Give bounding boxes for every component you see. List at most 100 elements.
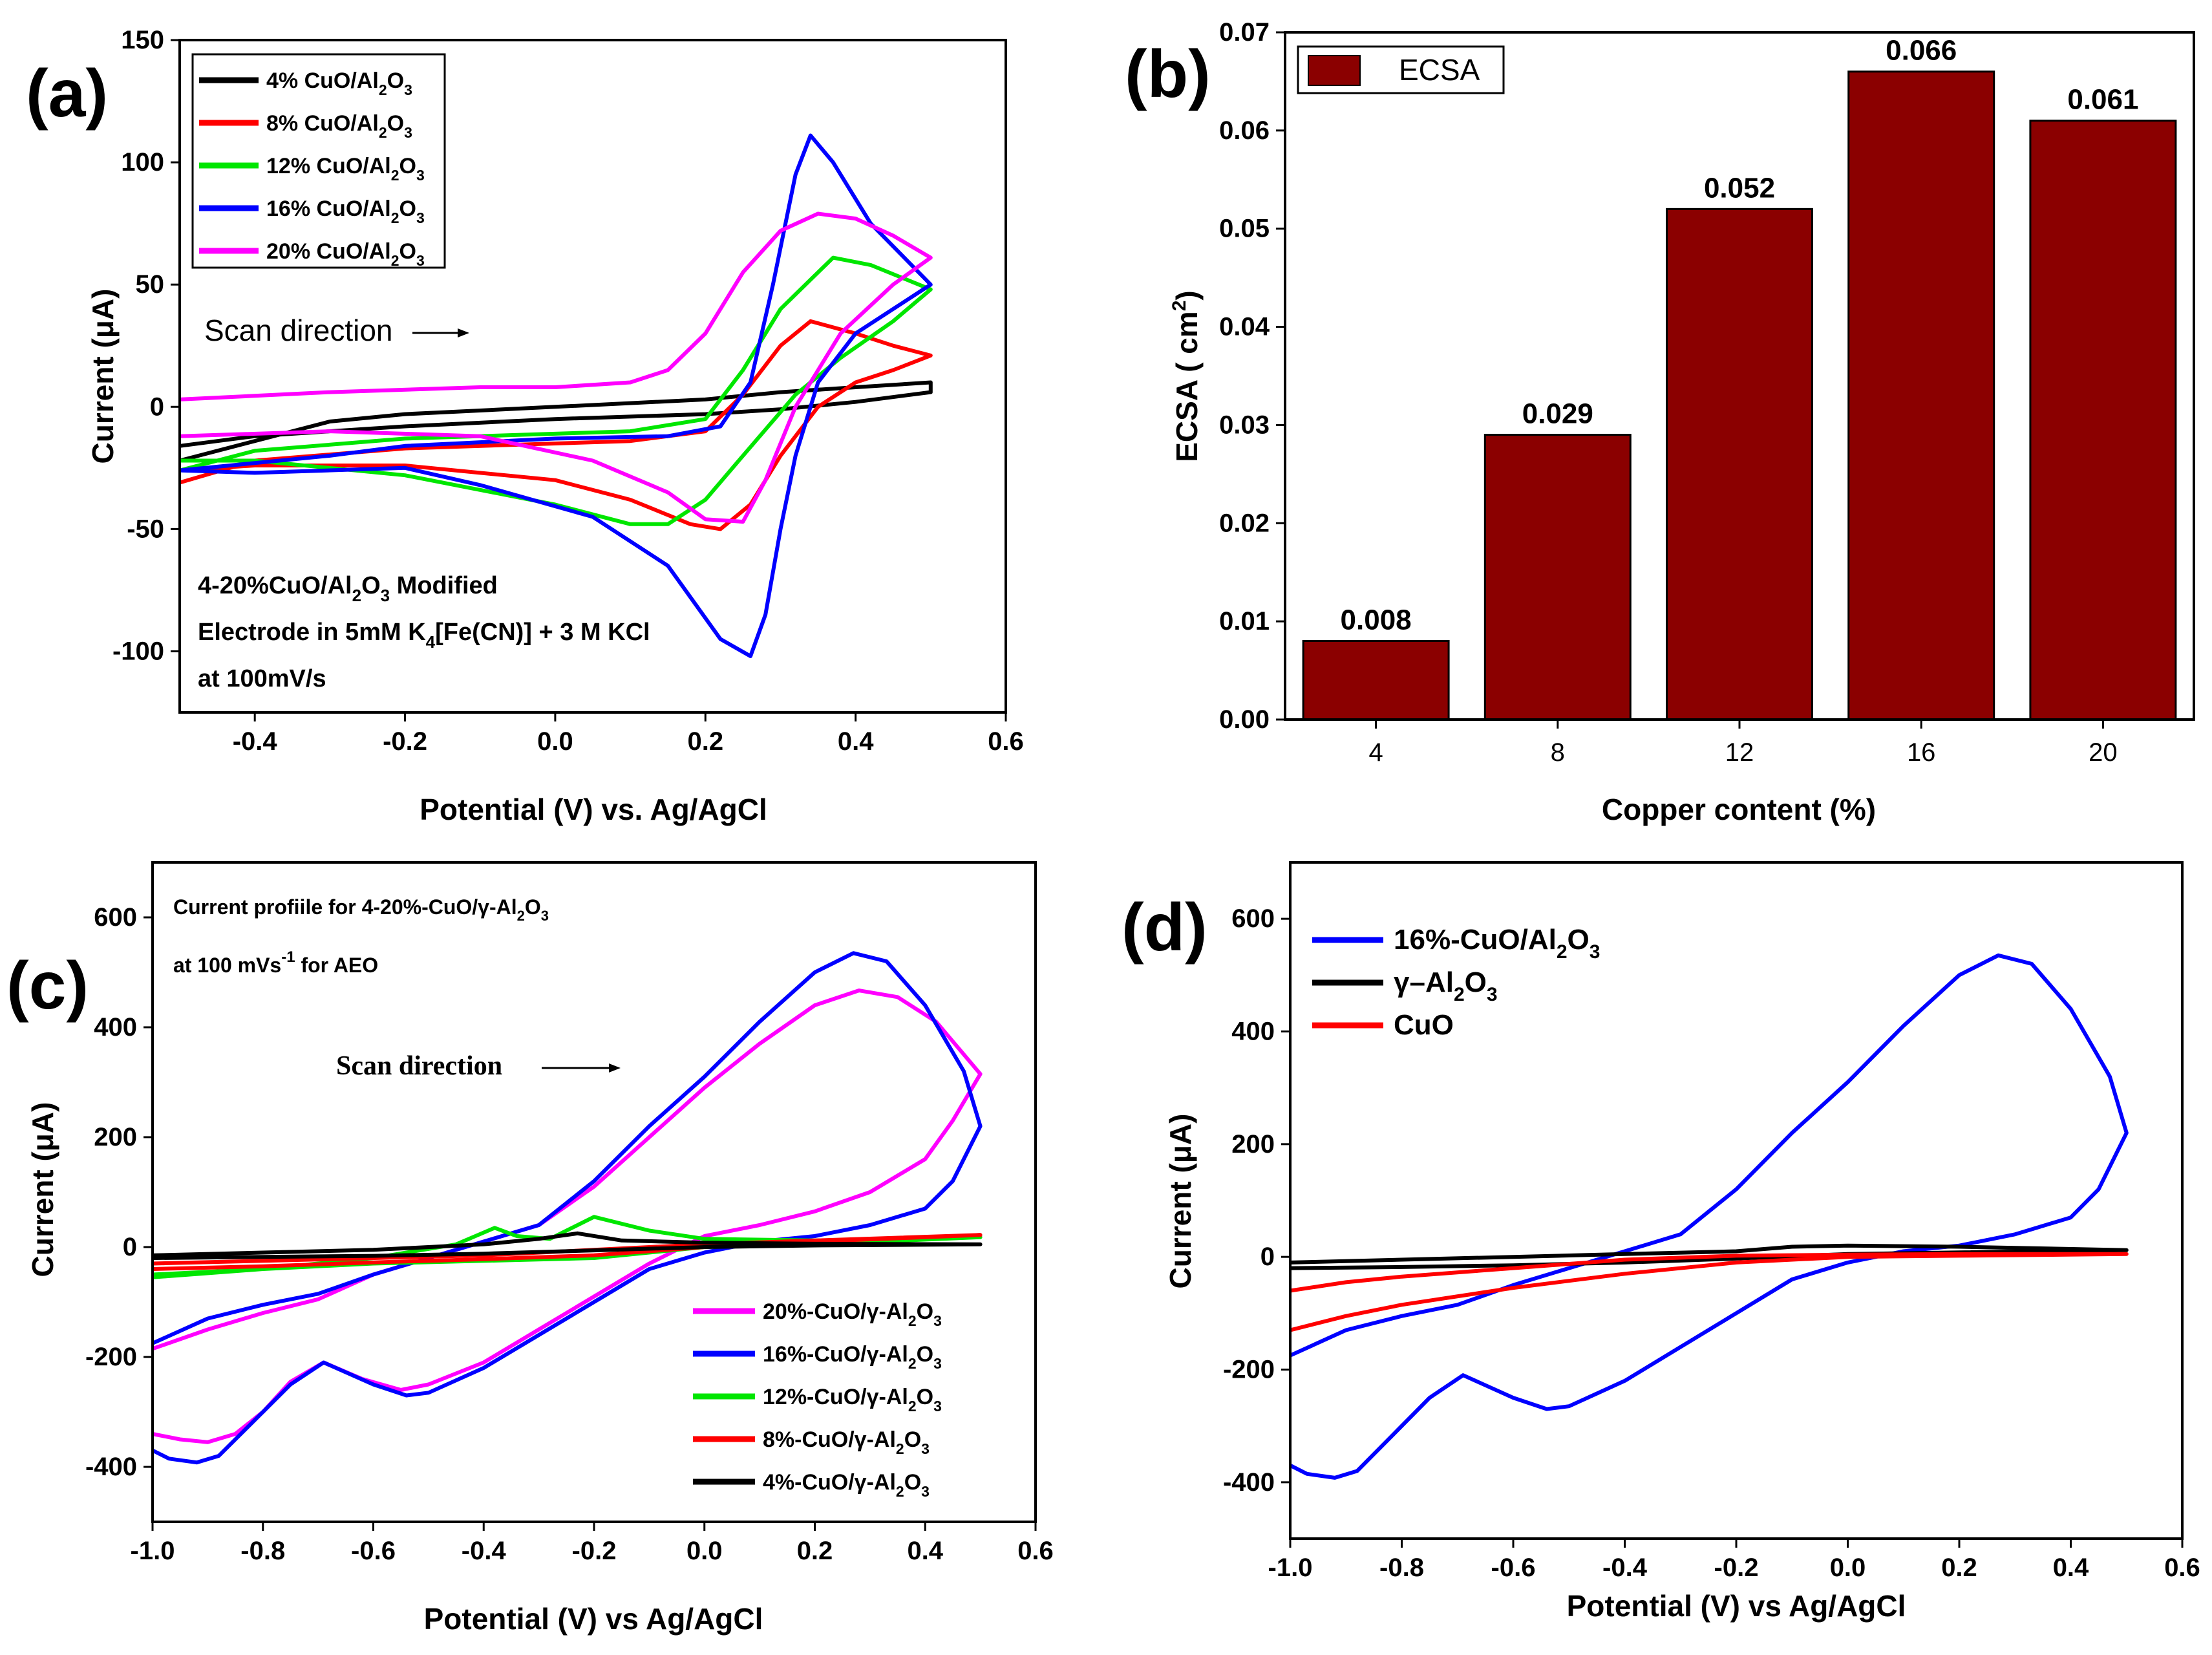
panel-a-x-tick-label: -0.4: [233, 727, 278, 756]
panel-c-series-layer: [151, 951, 983, 1465]
panel-a-legend-label-3: 16% CuO/Al2O3: [266, 197, 425, 226]
panel-a-legend-label-0: 4% CuO/Al2O3: [266, 69, 412, 98]
panel-a-y-tick-label: 50: [136, 270, 165, 299]
panel-c-x-tick-label: 0.4: [907, 1537, 943, 1565]
panel-a-plot-frame: [178, 39, 1007, 714]
panel-c-x-tick-label: 0.0: [686, 1537, 723, 1565]
panel-c-y-tick-label: -200: [85, 1343, 137, 1371]
panel-c-scan-arrow-head: [609, 1063, 621, 1073]
panel-a-legend-label-1: 8% CuO/Al2O3: [266, 111, 412, 141]
panel-a-annotation-line2: Electrode in 5mM K4[Fe(CN)] + 3 M KCl: [198, 619, 650, 652]
panel-b-y-tick-label: 0.07: [1219, 18, 1270, 47]
panel-label-a: (a): [26, 56, 108, 131]
panel-b-y-tick-label: 0.00: [1219, 705, 1270, 734]
panel-a-x-tick-label: -0.2: [383, 727, 427, 756]
panel-c-y-tick-label: 600: [94, 903, 137, 932]
panel-c-scan-direction-label: Scan direction: [336, 1051, 502, 1081]
panel-d-x-tick-label: -0.2: [1714, 1554, 1759, 1582]
panel-a-series-line-2: [179, 255, 933, 526]
panel-b-x-tick-label: 16: [1907, 738, 1936, 767]
panel-d-y-tick-label: 600: [1231, 904, 1275, 933]
panel-c-series-line-3: [152, 1233, 983, 1271]
panel-a-legend: 4% CuO/Al2O3 8% CuO/Al2O3 12% CuO/Al2O3 16%…: [199, 69, 425, 269]
panel-b-y-tick-label: 0.02: [1219, 509, 1270, 537]
panel-label-b: (b): [1125, 37, 1211, 112]
panel-d-y-tick-label: -200: [1223, 1356, 1275, 1384]
panel-d-x-tick-label: -0.8: [1379, 1554, 1424, 1582]
panel-b-x-tick-label: 8: [1551, 738, 1565, 767]
panel-c-x-tick-label: -1.0: [131, 1537, 175, 1565]
panel-a-x-tick-label: 0.6: [988, 727, 1024, 756]
panel-d-series-line-2: [1290, 1252, 2129, 1332]
panel-a-y-tick-label: 100: [121, 148, 164, 176]
panel-d-y-tick-label: 0: [1260, 1243, 1275, 1271]
panel-b-data-label-16: 0.066: [1886, 35, 1957, 67]
panel-a-annotation-line3: at 100mV/s: [198, 665, 326, 692]
panel-c-legend-label-0: 20%-CuO/γ-Al2O3: [763, 1299, 942, 1329]
panel-d-series-line-0: [1289, 953, 2129, 1480]
panel-d-legend-label-0: 16%-CuO/Al2O3: [1394, 924, 1600, 963]
panel-a-series-line-3: [179, 133, 933, 658]
panel-b-bar-4: [1302, 640, 1450, 721]
panel-a-series-line-0: [179, 380, 933, 463]
panel-d-x-tick-label: 0.4: [2053, 1554, 2089, 1582]
panel-b-bars-layer: 0.008 0.029 0.052 0.066 0.061: [1302, 35, 2177, 721]
panel-d-series-layer: [1289, 953, 2129, 1480]
panel-c-subtitle: at 100 mVs-1 for AEO: [173, 948, 378, 977]
panel-c-x-tick-label: -0.8: [240, 1537, 285, 1565]
panel-a-legend-box: [191, 53, 446, 269]
panel-a-y-tick-label: -50: [127, 515, 164, 543]
panel-d-legend-label-2: CuO: [1394, 1009, 1454, 1041]
panel-b-data-label-12: 0.052: [1704, 172, 1775, 204]
panel-a-legend-label-2: 12% CuO/Al2O3: [266, 154, 425, 184]
panel-c-legend-label-4: 4%-CuO/γ-Al2O3: [763, 1470, 930, 1500]
panel-d-x-tick-label: -1.0: [1268, 1554, 1313, 1582]
panel-c-series-line-4: [152, 1231, 983, 1260]
panel-c-title: Current profiile for 4-20%-CuO/γ-Al2O3: [173, 895, 549, 924]
panel-a-x-tick-label: 0.2: [687, 727, 723, 756]
panel-d-x-tick-label: 0.0: [1830, 1554, 1866, 1582]
panel-c-legend: 20%-CuO/γ-Al2O3 16%-CuO/γ-Al2O3 12%-CuO/γ-…: [693, 1299, 942, 1500]
panel-d-x-tick-label: 0.6: [2164, 1554, 2200, 1582]
panel-b-data-label-20: 0.061: [2067, 84, 2138, 116]
panel-c-x-tick-label: -0.2: [572, 1537, 617, 1565]
panel-b-ecsa-bar-chart: 0.008 0.029 0.052 0.066 0.061 4 8 12 16 20 0.00 0.…: [1169, 18, 2195, 826]
panel-b-bar-20: [2029, 120, 2177, 721]
panel-d-x-tick-label: -0.4: [1602, 1554, 1648, 1582]
panel-c-x-tick-label: 0.6: [1017, 1537, 1054, 1565]
panel-b-y-tick-label: 0.06: [1219, 116, 1270, 145]
panel-a-axis-ticks: -0.4 -0.2 0.0 0.2 0.4 0.6 -100 -50 0 50 100 150: [112, 26, 1024, 756]
panel-b-y-axis-label: ECSA ( cm2): [1169, 290, 1204, 462]
panel-a-y-tick-label: -100: [112, 637, 164, 665]
panel-d-y-tick-label: -400: [1223, 1468, 1275, 1497]
panel-a-annotation-line1: 4-20%CuO/Al2O3 Modified: [198, 572, 498, 605]
panel-a-y-axis-label: Current (μA): [86, 289, 120, 464]
panel-b-y-tick-label: 0.03: [1219, 411, 1270, 439]
panel-b-legend-label: ECSA: [1399, 53, 1480, 87]
panel-c-legend-label-1: 16%-CuO/γ-Al2O3: [763, 1342, 942, 1372]
panel-label-c: (c): [6, 948, 89, 1023]
panel-d-y-axis-label: Current (μA): [1164, 1114, 1197, 1289]
panel-a-legend-label-4: 20% CuO/Al2O3: [266, 239, 425, 269]
panel-a-scan-arrow-head: [458, 328, 469, 337]
panel-b-data-label-4: 0.008: [1341, 604, 1412, 636]
panel-b-data-label-8: 0.029: [1522, 398, 1593, 430]
panel-d-x-tick-label: 0.2: [1941, 1554, 1977, 1582]
panel-c-y-tick-label: 0: [123, 1233, 137, 1261]
panel-b-y-tick-label: 0.01: [1219, 607, 1270, 635]
panel-b-legend-swatch: [1308, 55, 1361, 86]
panel-c-series-line-1: [151, 951, 983, 1465]
panel-a-series-layer: [179, 133, 933, 658]
panel-b-bar-16: [1847, 70, 1995, 721]
panel-d-y-tick-label: 200: [1231, 1130, 1275, 1158]
panel-c-cv-chart: -1.0 -0.8 -0.6 -0.4 -0.2 0.0 0.2 0.4 0.6 -400 -200…: [26, 861, 1054, 1636]
panel-a-x-tick-label: 0.4: [838, 727, 874, 756]
panel-label-d: (d): [1122, 890, 1207, 965]
panel-c-x-tick-label: -0.6: [351, 1537, 396, 1565]
panel-c-y-tick-label: 400: [94, 1013, 137, 1041]
panel-d-x-axis-label: Potential (V) vs Ag/AgCl: [1567, 1589, 1906, 1623]
panel-b-y-tick-label: 0.05: [1219, 215, 1270, 243]
panel-b-x-axis-label: Copper content (%): [1602, 793, 1876, 826]
